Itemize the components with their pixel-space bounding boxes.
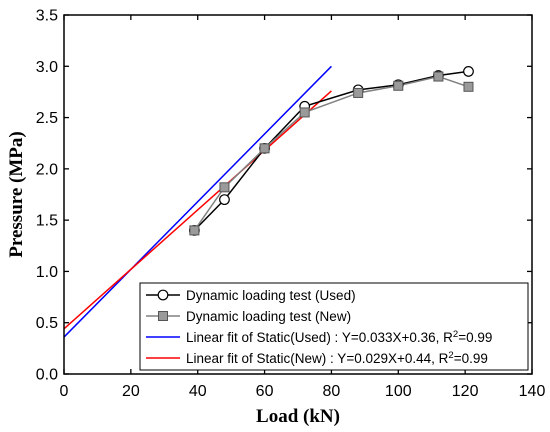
data-point-new (259, 143, 270, 154)
data-point-new (189, 225, 200, 236)
legend-marker-square (158, 311, 168, 321)
fit-line-2 (63, 65, 332, 338)
x-tick-label: 80 (323, 383, 341, 400)
y-tick-label: 2.5 (36, 110, 58, 127)
x-tick-label: 0 (60, 383, 69, 400)
legend-label-2: Linear fit of Static(Used) : Y=0.033X+0.… (186, 329, 492, 345)
data-point-new (299, 107, 310, 118)
data-point-new (463, 81, 474, 92)
x-tick-label: 60 (256, 383, 274, 400)
data-point-new (393, 80, 404, 91)
series-line-0 (193, 70, 469, 231)
data-point-new (219, 182, 230, 193)
data-point-used (463, 66, 474, 77)
series-layer (63, 65, 474, 338)
y-tick-label: 1.0 (36, 264, 58, 281)
legend-label-3: Linear fit of Static(New) : Y=0.029X+0.4… (186, 350, 488, 366)
plot-frame (63, 14, 533, 375)
data-point-used (219, 194, 230, 206)
x-axis-title: Load (kN) (256, 406, 340, 427)
legend: Dynamic loading test (Used) Dynamic loadi… (139, 282, 529, 371)
y-tick-label: 2.0 (36, 161, 58, 178)
fit-line-3 (63, 90, 332, 330)
series-line-1 (193, 75, 469, 231)
axis-ticks: 0 20 40 60 80 100 120 140 0.0 0.5 1.0 1.5 2.0 2.5 3.0 3… (36, 8, 546, 401)
y-axis-title: Pressure (MPa) (6, 131, 27, 257)
legend-marker-circle (157, 289, 169, 301)
y-tick-label: 1.5 (36, 213, 58, 230)
y-tick-label: 0.0 (36, 367, 58, 384)
data-point-new (433, 71, 444, 82)
legend-label-0: Dynamic loading test (Used) (186, 288, 356, 303)
legend-box (139, 282, 529, 371)
x-tick-label: 140 (519, 383, 546, 400)
x-tick-label: 20 (122, 383, 140, 400)
x-tick-label: 120 (452, 383, 479, 400)
y-tick-label: 0.5 (36, 315, 58, 332)
legend-label-1: Dynamic loading test (New) (186, 309, 351, 324)
x-tick-label: 100 (385, 383, 412, 400)
x-tick-label: 40 (189, 383, 207, 400)
data-point-new (353, 87, 364, 98)
y-tick-label: 3.0 (36, 59, 58, 76)
y-tick-label: 3.5 (36, 8, 58, 25)
